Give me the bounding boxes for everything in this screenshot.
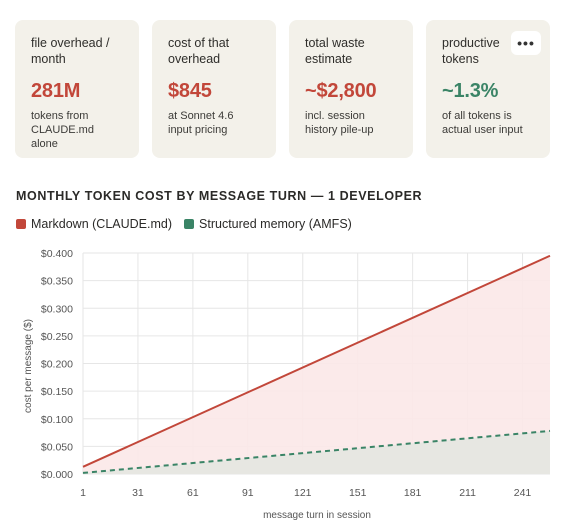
- x-tick-label: 31: [132, 487, 144, 499]
- stat-card-total-waste: total waste estimate ~$2,800 incl. sessi…: [289, 20, 413, 158]
- stat-card-note: incl. session history pile-up: [305, 110, 374, 136]
- stat-cards: file overhead / month 281M tokens from C…: [15, 20, 551, 158]
- x-tick-label: 91: [242, 487, 254, 499]
- y-tick-label: $0.050: [41, 441, 73, 453]
- legend-item-markdown[interactable]: Markdown (CLAUDE.md): [16, 217, 172, 231]
- x-tick-label: 181: [404, 487, 422, 499]
- x-axis-ticks: 1 31 61 91 121 151 181 211 241: [80, 487, 531, 499]
- stat-card-note: at Sonnet 4.6 input pricing: [168, 110, 234, 136]
- stat-card-value: ~1.3%: [442, 80, 499, 102]
- y-tick-label: $0.250: [41, 331, 73, 343]
- legend-item-amfs[interactable]: Structured memory (AMFS): [184, 217, 352, 231]
- stat-card-label: total waste estimate: [305, 36, 365, 66]
- stat-card-value: 281M: [31, 80, 81, 102]
- y-tick-label: $0.100: [41, 414, 73, 426]
- stat-card-note: of all tokens is actual user input: [442, 110, 523, 136]
- markdown-series-line: [82, 254, 551, 468]
- legend-swatch-amfs: [184, 219, 195, 229]
- chart-lines: [82, 254, 551, 474]
- legend-label: Markdown (CLAUDE.md): [31, 217, 173, 231]
- y-axis-label: cost per message ($): [23, 319, 34, 413]
- x-tick-label: 1: [80, 487, 86, 499]
- x-tick-label: 211: [459, 487, 476, 499]
- more-options-button[interactable]: •••: [511, 31, 541, 55]
- y-tick-label: $0.350: [41, 276, 73, 288]
- x-axis-label: message turn in session: [263, 510, 371, 521]
- stat-card-note: tokens from CLAUDE.md alone: [31, 110, 94, 150]
- stat-card-label: cost of that overhead: [168, 36, 230, 66]
- legend-label: Structured memory (AMFS): [199, 217, 352, 231]
- stat-card-value: $845: [168, 80, 212, 102]
- x-tick-label: 151: [349, 487, 367, 499]
- stat-card-label: productive tokens: [442, 36, 500, 66]
- y-axis-ticks: $0.000 $0.050 $0.100 $0.150 $0.200 $0.250 $0.3…: [41, 248, 73, 481]
- stat-card-value: ~$2,800: [305, 80, 377, 102]
- cost-chart: $0.000 $0.050 $0.100 $0.150 $0.200 $0.250 $0.3…: [23, 248, 551, 521]
- y-tick-label: $0.000: [41, 469, 73, 481]
- amfs-series-line: [82, 429, 551, 474]
- x-tick-label: 61: [187, 487, 199, 499]
- x-tick-label: 121: [294, 487, 312, 499]
- stat-card-file-overhead: file overhead / month 281M tokens from C…: [15, 20, 139, 158]
- legend-swatch-markdown: [16, 219, 26, 229]
- x-tick-label: 241: [514, 487, 532, 499]
- y-tick-label: $0.150: [41, 386, 73, 398]
- y-tick-label: $0.400: [41, 248, 73, 260]
- stat-card-productive-tokens: productive tokens ~1.3% of all tokens is…: [426, 20, 550, 158]
- chart-legend: Markdown (CLAUDE.md) Structured memory (…: [16, 217, 364, 231]
- y-tick-label: $0.200: [41, 359, 73, 371]
- stat-card-label: file overhead / month: [31, 36, 110, 66]
- markdown-area: [83, 255, 550, 473]
- more-icon: •••: [517, 35, 535, 51]
- chart-title: MONTHLY TOKEN COST BY MESSAGE TURN — 1 D…: [16, 189, 423, 203]
- stat-card-overhead-cost: cost of that overhead $845 at Sonnet 4.6…: [152, 20, 276, 158]
- y-tick-label: $0.300: [41, 303, 73, 315]
